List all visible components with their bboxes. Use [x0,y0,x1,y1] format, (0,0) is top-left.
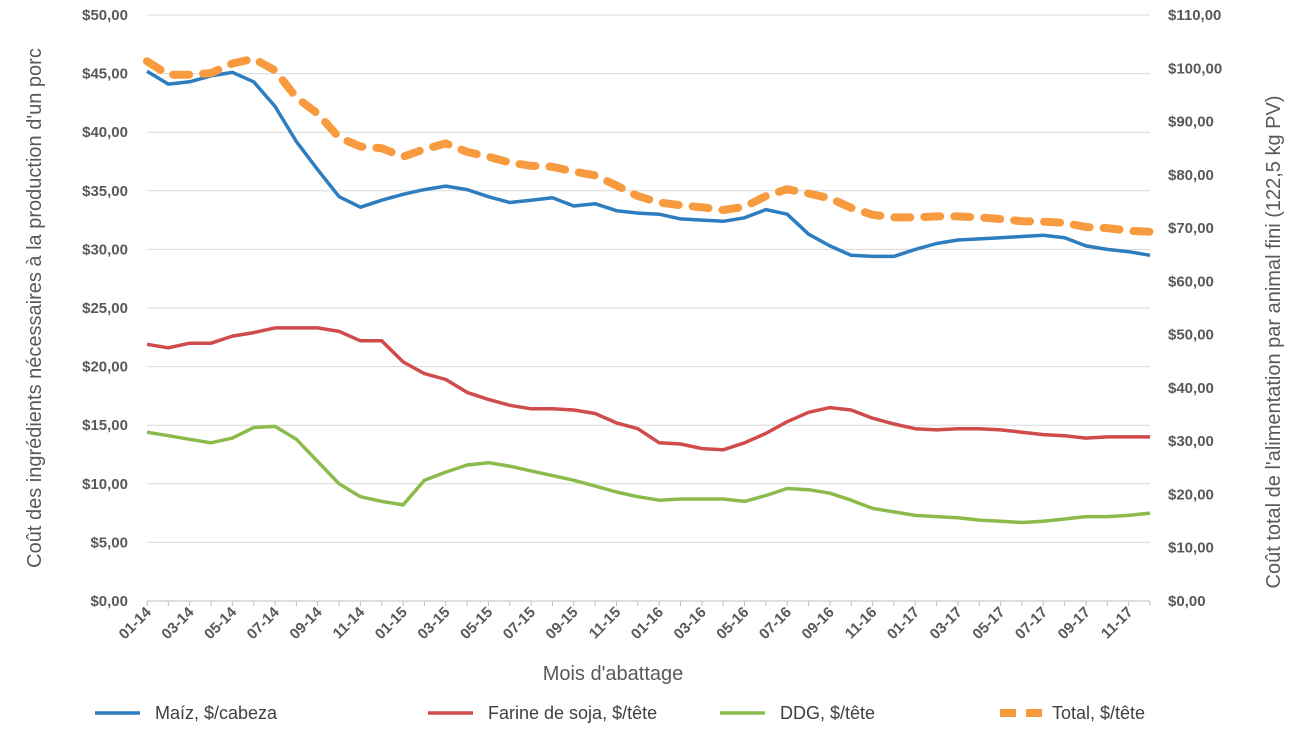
right-tick-label: $80,00 [1168,167,1214,184]
right-tick-label: $20,00 [1168,486,1214,503]
right-axis-title: Coût total de l'alimentation par animal … [1263,96,1285,589]
left-tick-label: $15,00 [82,417,128,434]
right-tick-label: $40,00 [1168,380,1214,397]
right-tick-label: $10,00 [1168,540,1214,557]
series-lines [143,54,1154,525]
right-tick-label: $100,00 [1168,60,1222,77]
left-tick-label: $5,00 [90,534,128,551]
x-tick-label: 09-17 [1055,604,1094,643]
right-tick-label: $50,00 [1168,327,1214,344]
x-tick-label: 09-14 [286,603,326,643]
left-tick-label: $45,00 [82,66,128,83]
left-tick-label: $25,00 [82,300,128,317]
x-tick-label: 11-16 [842,604,881,643]
legend-label: DDG, $/tête [780,703,875,723]
x-tick-label: 03-16 [671,604,710,643]
legend-label: Total, $/tête [1052,703,1145,723]
x-tick-label: 01-17 [884,604,923,643]
x-tick-label: 05-16 [713,604,752,643]
series-line-3 [143,54,1154,236]
series-line-2 [146,424,1151,525]
left-tick-label: $35,00 [82,183,128,200]
x-tick-label: 07-15 [500,604,539,643]
right-tick-label: $60,00 [1168,273,1214,290]
x-tick-label: 05-14 [201,603,241,643]
left-tick-label: $30,00 [82,241,128,258]
left-tick-label: $40,00 [82,124,128,141]
x-tick-label: 09-16 [799,604,838,643]
right-axis-ticks: $0,00 $10,00 $20,00 $30,00 $40,00 $50,00 $60,0… [1168,7,1222,610]
left-tick-label: $10,00 [82,476,128,493]
right-tick-label: $110,00 [1168,7,1221,24]
series-line-1 [146,326,1150,452]
x-tick-label: 11-14 [330,603,369,642]
x-tick-label: 03-17 [927,604,966,643]
legend: Maíz, $/cabeza Farine de soja, $/tête DDG,… [95,703,1145,723]
x-tick-label: 05-15 [457,604,496,643]
x-tick-label: 03-15 [414,604,453,643]
series-line-0 [146,69,1151,259]
x-tick-label: 07-17 [1012,604,1051,643]
legend-label: Farine de soja, $/tête [488,703,657,723]
x-tick-label: 09-15 [542,604,581,643]
left-tick-label: $20,00 [82,359,128,376]
x-tick-label: 11-15 [586,604,625,643]
right-tick-label: $30,00 [1168,433,1214,450]
left-tick-label: $50,00 [82,7,128,24]
left-tick-label: $0,00 [90,593,128,610]
legend-label: Maíz, $/cabeza [155,703,278,723]
x-tick-label: 05-17 [969,604,1008,643]
x-tick-label: 01-15 [372,604,411,643]
x-axis-ticks: 01-14 03-14 05-14 07-14 09-14 11-14 01-15 03-15… [116,601,1151,643]
left-axis-ticks: $0,00 $5,00 $10,00 $15,00 $20,00 $25,00 $30,00… [82,7,128,610]
x-tick-label: 07-14 [244,603,284,643]
gridlines [147,14,1150,602]
right-tick-label: $0,00 [1168,593,1206,610]
x-tick-label: 07-16 [756,604,795,643]
x-tick-label: 01-16 [628,604,667,643]
x-tick-label: 03-14 [158,603,198,643]
left-axis-title: Coût des ingrédients nécessaires à la pr… [24,48,46,568]
x-axis-title: Mois d'abattage [543,663,684,685]
right-tick-label: $70,00 [1168,220,1214,237]
right-tick-label: $90,00 [1168,114,1214,131]
x-tick-label: 11-17 [1098,604,1137,643]
